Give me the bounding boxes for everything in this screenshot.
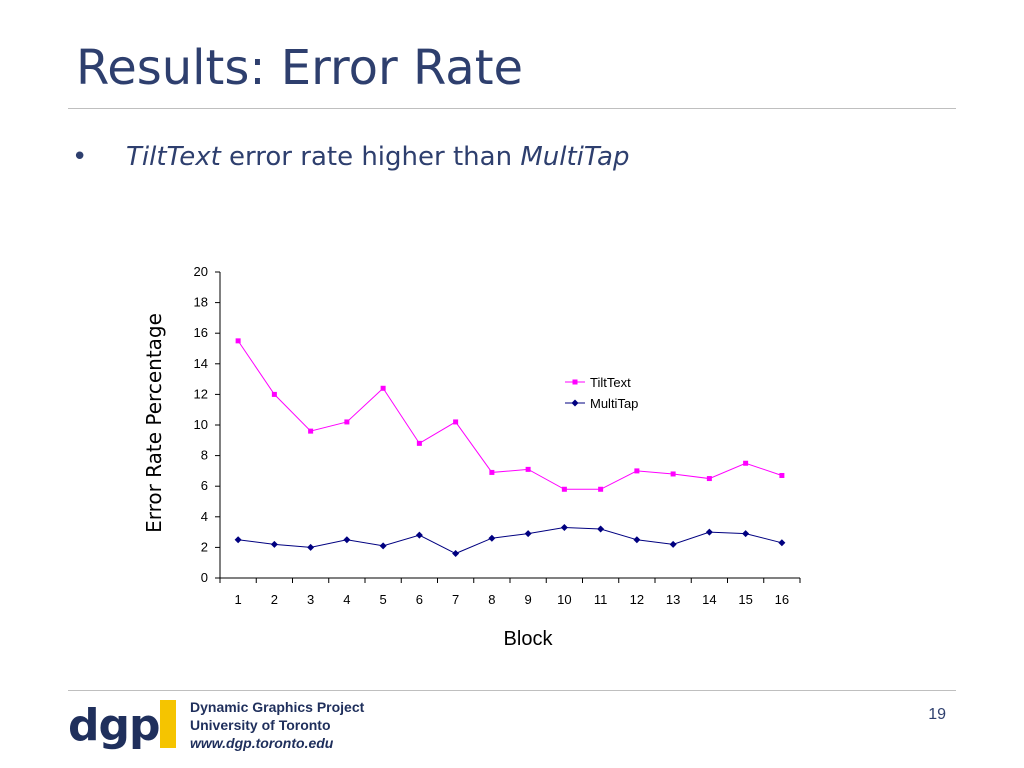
data-point-tilttext	[598, 486, 604, 492]
y-tick-label: 8	[201, 448, 208, 463]
data-point-tilttext	[634, 468, 640, 474]
data-point-tilttext	[235, 338, 241, 344]
data-point-tilttext	[489, 469, 495, 475]
data-point-tilttext	[308, 428, 314, 434]
slide-title: Results: Error Rate	[76, 40, 524, 96]
data-point-tilttext	[561, 486, 567, 492]
data-point-tilttext	[380, 385, 386, 391]
legend-marker-tilttext	[572, 379, 578, 385]
data-point-tilttext	[743, 460, 749, 466]
y-tick-label: 0	[201, 570, 208, 585]
y-tick-label: 20	[194, 264, 208, 279]
data-point-multitap	[742, 530, 750, 538]
data-point-multitap	[234, 536, 242, 544]
footer-line-university: University of Toronto	[190, 717, 331, 733]
series-line-tilttext	[237, 340, 783, 490]
y-tick-label: 4	[201, 509, 208, 524]
x-tick-label: 5	[380, 592, 387, 607]
data-point-multitap	[669, 540, 677, 548]
data-point-multitap	[560, 524, 568, 532]
bullet-marker: •	[72, 142, 88, 172]
footer-line-lab: Dynamic Graphics Project	[190, 699, 365, 715]
data-point-tilttext	[670, 471, 676, 477]
title-divider	[68, 108, 956, 109]
data-point-tilttext	[344, 419, 350, 425]
data-point-multitap	[705, 528, 713, 536]
bullet-term-multitap: MultiTap	[520, 142, 630, 172]
x-axis-title: Block	[504, 628, 554, 650]
legend-marker-multitap	[571, 399, 579, 407]
data-point-multitap	[343, 536, 351, 544]
data-point-multitap	[488, 534, 496, 542]
x-tick-label: 4	[343, 592, 350, 607]
y-tick-label: 10	[194, 417, 208, 432]
legend-label-multitap: MultiTap	[590, 396, 638, 411]
y-tick-label: 12	[194, 386, 208, 401]
data-point-multitap	[524, 530, 532, 538]
logo-accent-bar	[160, 700, 176, 748]
legend-label-tilttext: TiltText	[590, 375, 631, 390]
data-point-tilttext	[416, 440, 422, 446]
x-tick-label: 3	[307, 592, 314, 607]
data-point-multitap	[270, 540, 278, 548]
y-tick-label: 6	[201, 478, 208, 493]
data-point-multitap	[415, 531, 423, 539]
y-tick-label: 2	[201, 539, 208, 554]
x-tick-label: 7	[452, 592, 459, 607]
y-tick-label: 18	[194, 295, 208, 310]
page-number: 19	[928, 706, 946, 723]
dgp-logo: dgp	[68, 700, 160, 751]
footer-divider	[68, 690, 956, 691]
y-axis-title: Error Rate Percentage	[142, 313, 166, 533]
data-point-multitap	[778, 539, 786, 547]
x-tick-label: 6	[416, 592, 423, 607]
data-point-tilttext	[271, 391, 277, 397]
y-tick-label: 16	[194, 325, 208, 340]
footer-url-link[interactable]: www.dgp.toronto.edu	[190, 735, 334, 751]
x-tick-label: 9	[525, 592, 532, 607]
x-tick-label: 14	[702, 592, 716, 607]
bullet-term-tilttext: TiltText	[126, 142, 221, 172]
x-tick-label: 15	[738, 592, 752, 607]
data-point-multitap	[633, 536, 641, 544]
x-tick-label: 10	[557, 592, 571, 607]
data-point-multitap	[597, 525, 605, 533]
data-point-tilttext	[525, 466, 531, 472]
bullet-text: TiltText error rate higher than MultiTap	[126, 142, 629, 172]
data-point-tilttext	[706, 476, 712, 482]
x-tick-label: 1	[235, 592, 242, 607]
footer-credits: Dynamic Graphics Project University of T…	[190, 698, 364, 752]
x-tick-label: 12	[630, 592, 644, 607]
data-point-multitap	[379, 542, 387, 550]
series-line-multitap	[238, 527, 782, 555]
bullet-middle-text: error rate higher than	[220, 142, 521, 172]
data-point-tilttext	[779, 472, 785, 478]
x-tick-label: 2	[271, 592, 278, 607]
x-tick-label: 16	[775, 592, 789, 607]
data-point-multitap	[452, 550, 460, 558]
x-tick-label: 13	[666, 592, 680, 607]
data-point-multitap	[307, 543, 315, 551]
data-point-tilttext	[453, 419, 459, 425]
x-tick-label: 11	[594, 592, 608, 607]
x-tick-label: 8	[488, 592, 495, 607]
y-tick-label: 14	[194, 356, 208, 371]
